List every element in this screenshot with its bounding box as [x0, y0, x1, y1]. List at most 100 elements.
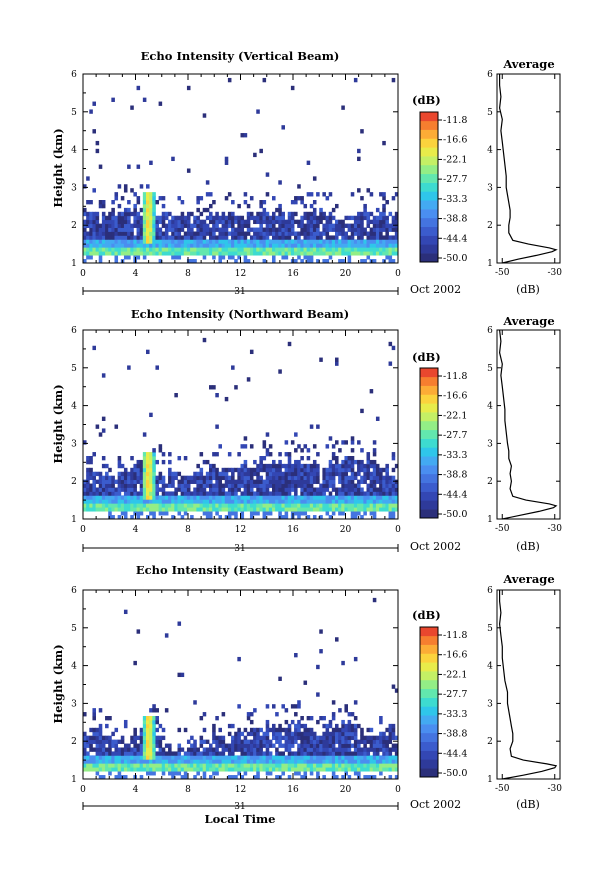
heatmap-cell — [111, 755, 115, 760]
heatmap-cell — [249, 759, 254, 764]
heatmap-cell — [190, 247, 194, 252]
heatmap-cell — [142, 432, 147, 437]
heatmap-cell — [303, 243, 308, 248]
heatmap-cell — [366, 499, 371, 504]
heatmap-cell — [309, 231, 314, 236]
heatmap-cell — [196, 223, 200, 228]
heatmap-cell — [215, 223, 219, 228]
heatmap-cell — [152, 739, 156, 744]
heatmap-cell — [92, 747, 96, 752]
heatmap-cell — [243, 479, 248, 484]
y-tick-label: 4 — [71, 146, 77, 156]
heatmap-cell — [322, 491, 326, 496]
heatmap-cell — [123, 227, 128, 232]
heatmap-cell — [335, 463, 339, 469]
heatmap-cell — [278, 499, 282, 504]
heatmap-cell — [164, 227, 169, 232]
heatmap-cell — [117, 499, 122, 504]
heatmap-cell — [149, 499, 153, 504]
heatmap-cell — [212, 747, 216, 752]
heatmap-cell — [202, 239, 207, 244]
heatmap-cell — [259, 219, 263, 225]
heatmap-cell — [133, 755, 137, 760]
heatmap-cell — [259, 231, 263, 236]
heatmap-cell — [237, 656, 241, 662]
heatmap-cell — [372, 251, 377, 256]
heatmap-cell — [149, 456, 153, 461]
heatmap-cell — [209, 475, 213, 481]
heatmap-cell — [224, 396, 229, 402]
heatmap-cell — [375, 755, 380, 760]
heatmap-cell — [294, 475, 298, 481]
heatmap-cell — [152, 231, 156, 236]
heatmap-cell — [246, 377, 251, 382]
heatmap-cell — [316, 739, 320, 744]
heatmap-cell — [221, 471, 226, 477]
heatmap-cell — [335, 767, 339, 772]
heatmap-cell — [127, 503, 131, 508]
heatmap-cell — [328, 747, 333, 752]
heatmap-cell — [152, 219, 156, 225]
heatmap-cell — [262, 495, 267, 500]
heatmap-cell — [344, 759, 348, 764]
heatmap-cell — [193, 475, 197, 481]
heatmap-cell — [341, 723, 345, 729]
heatmap-cell — [265, 704, 270, 709]
heatmap-cell — [105, 755, 109, 760]
heatmap-cell — [344, 704, 348, 709]
heatmap-cell — [372, 515, 377, 519]
heatmap-cell — [133, 471, 137, 477]
heatmap-cell — [218, 259, 222, 263]
heatmap-cell — [183, 247, 188, 252]
heatmap-cell — [209, 747, 213, 752]
heatmap-cell — [168, 247, 172, 252]
heatmap-cell — [209, 503, 213, 508]
heatmap-cell — [385, 751, 389, 756]
heatmap-cell — [328, 192, 333, 197]
heatmap-cell — [353, 503, 358, 508]
heatmap-cell — [123, 211, 128, 217]
heatmap-cell — [155, 215, 159, 221]
heatmap-cell — [338, 463, 342, 469]
heatmap-cell — [287, 759, 292, 764]
heatmap-cell — [171, 751, 175, 756]
heatmap-cell — [227, 215, 232, 221]
heatmap-cell — [221, 475, 226, 481]
heatmap-cell — [265, 211, 270, 217]
heatmap-cell — [171, 775, 175, 779]
heatmap-cell — [363, 467, 367, 473]
heatmap-cell — [325, 479, 330, 484]
heatmap-cell — [120, 763, 125, 768]
heatmap-cell — [98, 775, 103, 779]
heatmap-cell — [290, 499, 295, 504]
heatmap-cell — [139, 511, 144, 516]
heatmap-cell — [249, 239, 254, 244]
heatmap-cell — [294, 499, 298, 504]
heatmap-cell — [149, 755, 153, 760]
heatmap-cell — [306, 767, 311, 772]
heatmap-cell — [268, 727, 273, 733]
heatmap-cell — [237, 231, 241, 236]
heatmap-cell — [231, 483, 235, 488]
heatmap-cell — [379, 747, 383, 752]
heatmap-cell — [212, 731, 216, 737]
heatmap-cell — [133, 759, 137, 764]
heatmap-cell — [155, 223, 159, 228]
heatmap-cell — [193, 499, 197, 504]
heatmap-cell — [215, 215, 219, 221]
heatmap-cell — [394, 751, 398, 756]
heatmap-cell — [265, 499, 270, 504]
heatmap-cell — [300, 227, 304, 232]
heatmap-cell — [215, 471, 219, 477]
heatmap-cell — [328, 759, 333, 764]
heatmap-cell — [117, 243, 122, 248]
heatmap-cell — [278, 463, 282, 469]
colorbar-swatch — [420, 697, 438, 707]
heatmap-cell — [347, 743, 352, 748]
heatmap-cell — [316, 452, 320, 457]
heatmap-cell — [218, 759, 222, 764]
heatmap-cell — [243, 751, 248, 756]
heatmap-cell — [243, 247, 248, 252]
heatmap-cell — [262, 215, 267, 221]
heatmap-cell — [215, 475, 219, 481]
